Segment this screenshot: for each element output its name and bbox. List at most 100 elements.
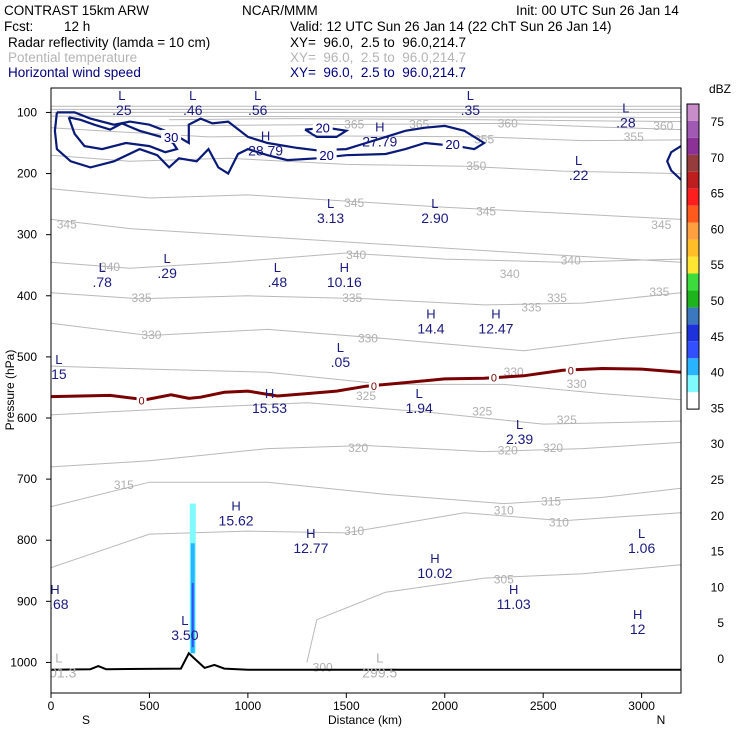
colorbar-swatch (687, 256, 699, 274)
field-3-name: Horizontal wind speed (8, 65, 141, 80)
extremum-value: 1.94 (406, 400, 433, 416)
theta-label: 365 (344, 118, 364, 132)
x-tick-label: 2000 (431, 699, 458, 713)
field-1-name: Radar reflectivity (lamda = 10 cm) (8, 35, 211, 50)
y-tick-label: 800 (17, 533, 37, 547)
x-axis-label: Distance (km) (328, 713, 402, 727)
extremum-value: 12.77 (293, 540, 328, 556)
extremum-type: H (430, 551, 439, 566)
refl-15dbz (191, 583, 194, 648)
colorbar-unit: dBZ (709, 82, 731, 96)
extremum-type: L (274, 260, 281, 275)
extremum-type: L (327, 196, 334, 211)
theta-label: 340 (561, 253, 581, 267)
theta-label: 340 (346, 248, 366, 262)
extremum-type: H (633, 607, 642, 622)
extremum-type: H (231, 498, 240, 513)
extremum-value: .25 (112, 102, 132, 118)
extremum-value: .46 (183, 102, 203, 118)
extremum-type: L (337, 340, 344, 355)
wind-label: 20 (315, 121, 329, 136)
theta-line (169, 118, 681, 123)
colorbar-label: 15 (711, 545, 725, 559)
theta-label: 335 (132, 291, 152, 305)
theta-label: 355 (624, 130, 644, 144)
extremum-value: 10.16 (327, 274, 362, 290)
theta-label: 330 (141, 328, 161, 342)
theta-label: 320 (348, 441, 368, 455)
terrain (51, 651, 681, 671)
extremum-value: .22 (569, 167, 589, 183)
wind-label: 30 (164, 130, 178, 145)
x-tick-label: 1500 (333, 699, 360, 713)
theta-line (51, 252, 681, 269)
colorbar-swatch (687, 120, 699, 138)
extremum-type: L (99, 260, 106, 275)
colorbar-swatch (687, 273, 699, 291)
wind-contour (665, 145, 681, 181)
extremum-value: 12.47 (478, 320, 513, 336)
colorbar-label: 10 (711, 580, 725, 594)
theta-label: 360 (498, 116, 518, 130)
theta-label: 315 (541, 495, 561, 509)
colorbar-label: 25 (711, 473, 725, 487)
colorbar-swatch (687, 290, 699, 308)
theta-label: 325 (356, 389, 376, 403)
wind-label-bg (442, 137, 463, 151)
extremum-value: 15.53 (252, 400, 287, 416)
extremum-value: 2.39 (506, 431, 533, 447)
extremum-value: 2.68 (41, 596, 68, 612)
colorbar-swatch (687, 188, 699, 206)
theta-line (51, 188, 681, 220)
theta-label: 300 (313, 660, 333, 674)
y-tick-label: 300 (17, 228, 37, 242)
extremum-type: H (340, 260, 349, 275)
extremum-value: 3.50 (171, 627, 198, 643)
x-end-label-north: N (657, 713, 666, 727)
reflectivity-column (189, 503, 196, 654)
theta-line (51, 154, 681, 175)
colorbar-label: 75 (711, 115, 725, 129)
freezing-label-bg (565, 364, 576, 376)
theta-line (51, 441, 681, 468)
colorbar-swatch (687, 205, 699, 223)
theta-label: 360 (653, 119, 673, 133)
wind-label: 20 (319, 148, 333, 163)
theta-line (51, 402, 681, 425)
colorbar-label: 60 (711, 222, 725, 236)
wind-label-bg (312, 120, 333, 134)
extremum-value: .78 (92, 274, 112, 290)
x-end-label-south: S (82, 713, 90, 727)
extremum-value: .35 (461, 102, 481, 118)
theta-label: 335 (342, 291, 362, 305)
colorbar-label: 5 (717, 616, 724, 630)
theta-label: 345 (651, 218, 671, 232)
theta-line (306, 564, 681, 663)
freezing-label: 0 (371, 381, 377, 393)
theta-label: 345 (344, 196, 364, 210)
wind-label: 20 (445, 137, 459, 152)
wind-contours: 30 20 20 20 (53, 111, 681, 181)
freezing-level: 0 0 0 0 (51, 364, 681, 407)
extremum-value: 28.79 (248, 143, 283, 159)
extremum-value: 15 (51, 366, 67, 382)
theta-line (51, 218, 681, 263)
field-2-name: Potential temperature (8, 50, 138, 65)
wind-contour (53, 111, 487, 176)
y-tick-label: 500 (17, 350, 37, 364)
extremum-value: 27.79 (362, 133, 397, 149)
colorbar-label: 45 (711, 330, 725, 344)
y-axis-label: Pressure (hPa) (3, 350, 17, 431)
extremum-value: 15.62 (219, 512, 254, 528)
colorbar-swatch (687, 324, 699, 342)
extremum-value: 1.06 (628, 540, 655, 556)
colorbar: 0 5 10 15 20 25 30 35 40 45 50 55 60 65 70 75 (686, 103, 725, 666)
extrema-labels: L.25L.46L.56L.35 L.28H28.79H27.79L.22L3.1… (41, 88, 655, 680)
colorbar-swatch (687, 375, 699, 393)
y-tick-label: 1000 (10, 655, 37, 669)
extremum-value: .29 (157, 265, 177, 281)
extremum-value: 10.02 (417, 565, 452, 581)
theta-label: 310 (344, 524, 364, 538)
